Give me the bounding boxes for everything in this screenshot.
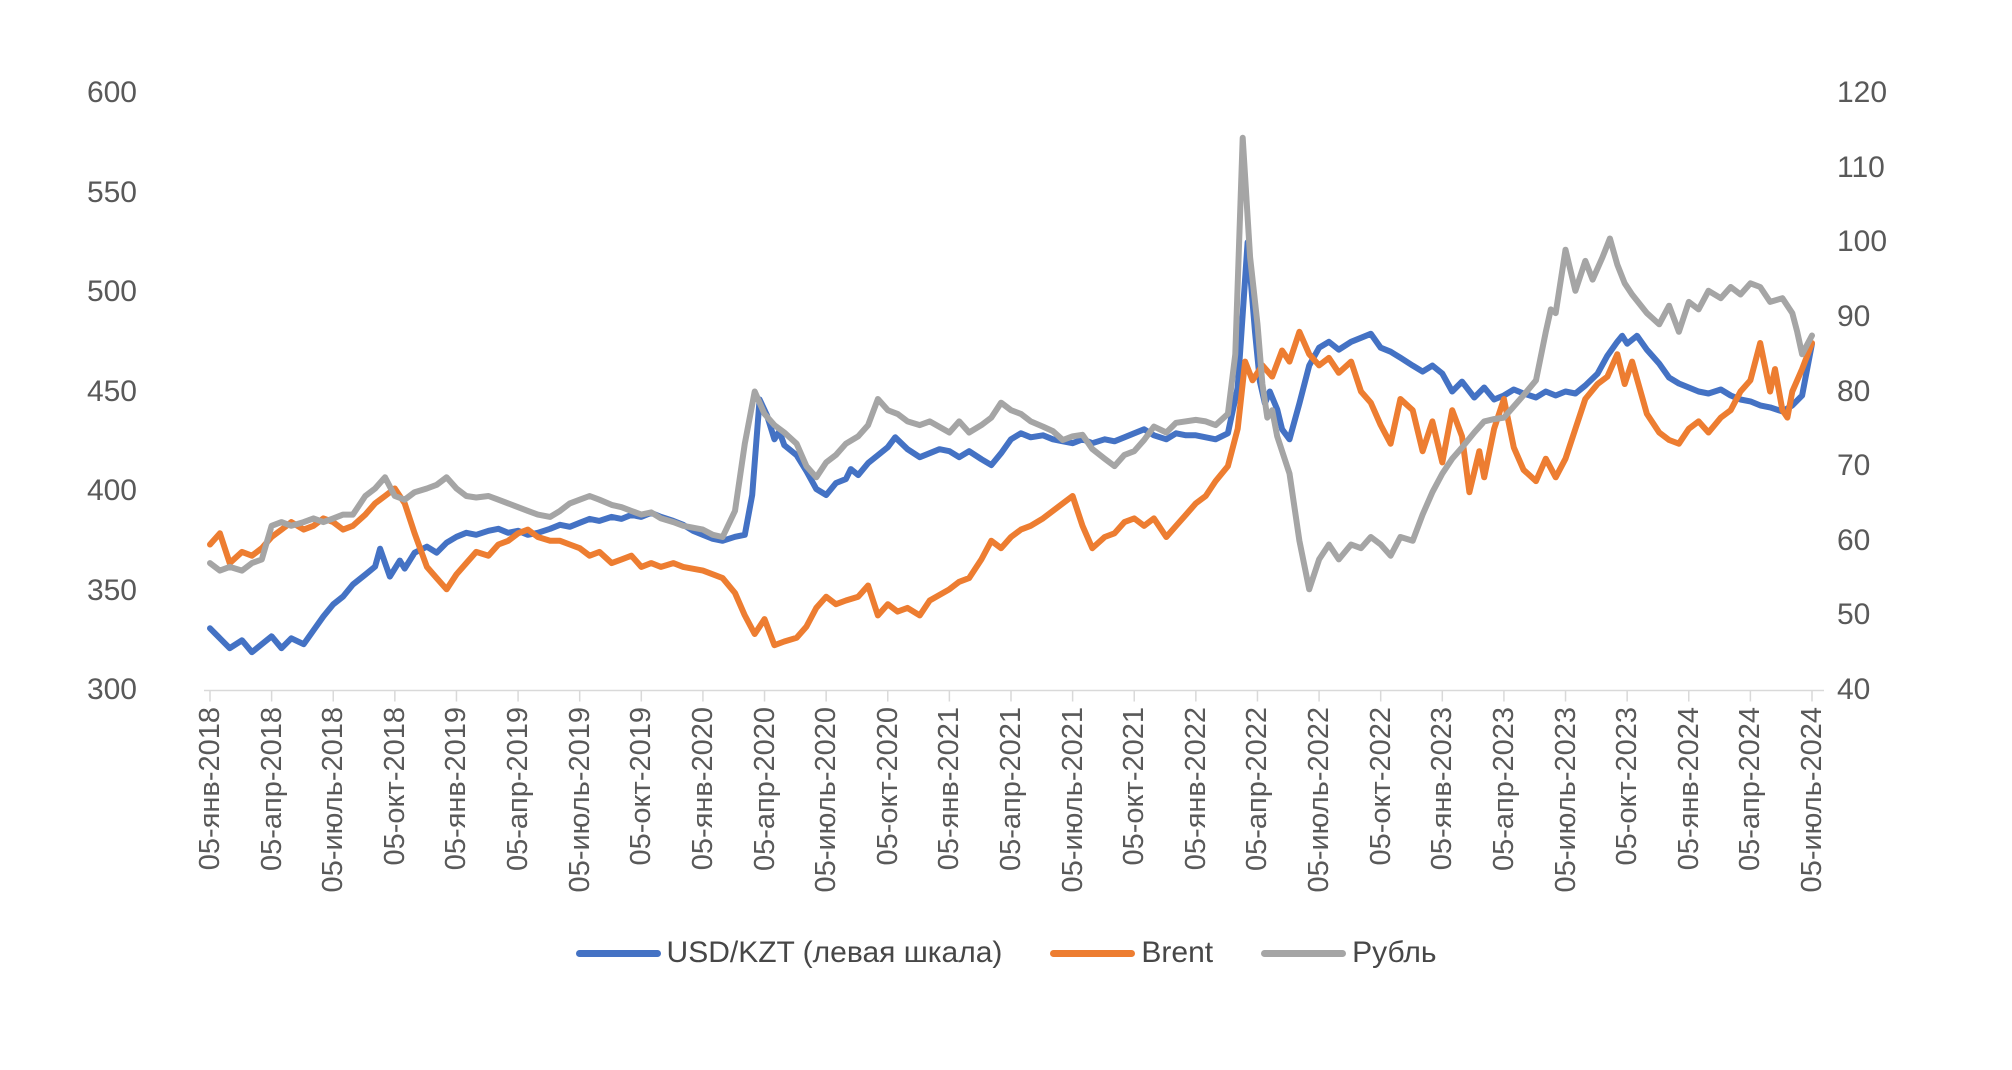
- y-axis-left-tick-label: 500: [86, 275, 137, 308]
- y-axis-left-tick-label: 450: [86, 374, 137, 408]
- legend-label-usdkzt: USD/KZT (левая шкала): [666, 936, 1003, 969]
- series-line-2: [207, 134, 1815, 593]
- y-axis-left-tick-label: 400: [86, 474, 137, 507]
- x-axis-tick-label: 05-янв-2018: [194, 707, 226, 871]
- legend-item-ruble: Рубль: [1261, 936, 1436, 970]
- y-axis-left-tick-label: 350: [86, 573, 137, 607]
- series-line-0: [207, 239, 1815, 656]
- legend-item-usdkzt: USD/KZT (левая шкала): [575, 936, 1003, 970]
- usdkzt-line-swatch: [575, 949, 661, 957]
- y-axis-right-tick-label: 50: [1837, 598, 1871, 632]
- x-axis-tick-label: 05-апр-2023: [1487, 707, 1520, 872]
- x-axis-tick-label: 05-янв-2024: [1672, 707, 1705, 871]
- x-axis-tick-label: 05-янв-2020: [686, 707, 719, 871]
- series-line-1: [207, 328, 1815, 649]
- x-axis-tick-label: 05-апр-2019: [502, 707, 535, 872]
- x-axis-tick-label: 05-июль-2019: [563, 707, 596, 893]
- x-axis-tick-label: 05-апр-2024: [1734, 707, 1767, 872]
- x-axis-tick-label: 05-апр-2021: [995, 707, 1027, 872]
- ruble-line-swatch: [1261, 949, 1347, 957]
- x-axis-tick-label: 05-янв-2021: [933, 707, 966, 871]
- x-axis-tick-label: 05-окт-2022: [1364, 707, 1397, 866]
- x-axis-tick-label: 05-окт-2019: [625, 707, 658, 866]
- legend: USD/KZT (левая шкала) Brent Рубль: [0, 936, 2012, 970]
- x-axis-tick-label: 05-июль-2022: [1303, 707, 1336, 893]
- y-axis-right-tick-label: 90: [1837, 299, 1871, 333]
- legend-label-brent: Brent: [1141, 936, 1214, 969]
- x-axis-tick-label: 05-янв-2019: [440, 707, 473, 871]
- y-axis-right-tick-label: 120: [1837, 76, 1888, 109]
- y-axis-left-tick-label: 600: [86, 76, 137, 109]
- x-axis-tick-label: 05-июль-2023: [1549, 707, 1582, 893]
- x-axis-tick-label: 05-июль-2018: [317, 707, 350, 893]
- y-axis-right-tick-label: 100: [1837, 225, 1888, 259]
- x-axis-tick-label: 05-окт-2018: [378, 707, 411, 866]
- y-axis-right-tick-label: 80: [1837, 374, 1871, 408]
- legend-item-brent: Brent: [1050, 936, 1213, 970]
- x-axis-tick-label: 05-апр-2018: [255, 707, 288, 872]
- x-axis-tick-label: 05-апр-2022: [1241, 707, 1274, 872]
- y-axis-right-tick-label: 70: [1837, 449, 1871, 483]
- x-axis-tick-label: 05-окт-2021: [1118, 707, 1151, 866]
- x-axis-tick-label: 05-июль-2024: [1796, 707, 1828, 893]
- x-axis-tick-label: 05-апр-2020: [748, 707, 781, 872]
- brent-line-swatch: [1050, 949, 1136, 957]
- y-axis-right-tick-label: 110: [1837, 150, 1885, 184]
- y-axis-right-tick-label: 40: [1837, 673, 1871, 706]
- y-axis-left-tick-label: 300: [86, 673, 137, 706]
- x-axis-tick-label: 05-окт-2023: [1611, 707, 1644, 866]
- x-axis-tick-label: 05-окт-2020: [871, 707, 904, 866]
- x-axis-tick-label: 05-июль-2021: [1056, 707, 1089, 893]
- x-axis-tick-label: 05-июль-2020: [810, 707, 843, 893]
- x-axis-tick-label: 05-янв-2023: [1426, 707, 1459, 871]
- y-axis-right-tick-label: 60: [1837, 523, 1871, 557]
- x-axis-tick-label: 05-янв-2022: [1179, 707, 1212, 871]
- legend-label-ruble: Рубль: [1352, 936, 1437, 969]
- y-axis-left-tick-label: 550: [86, 175, 137, 209]
